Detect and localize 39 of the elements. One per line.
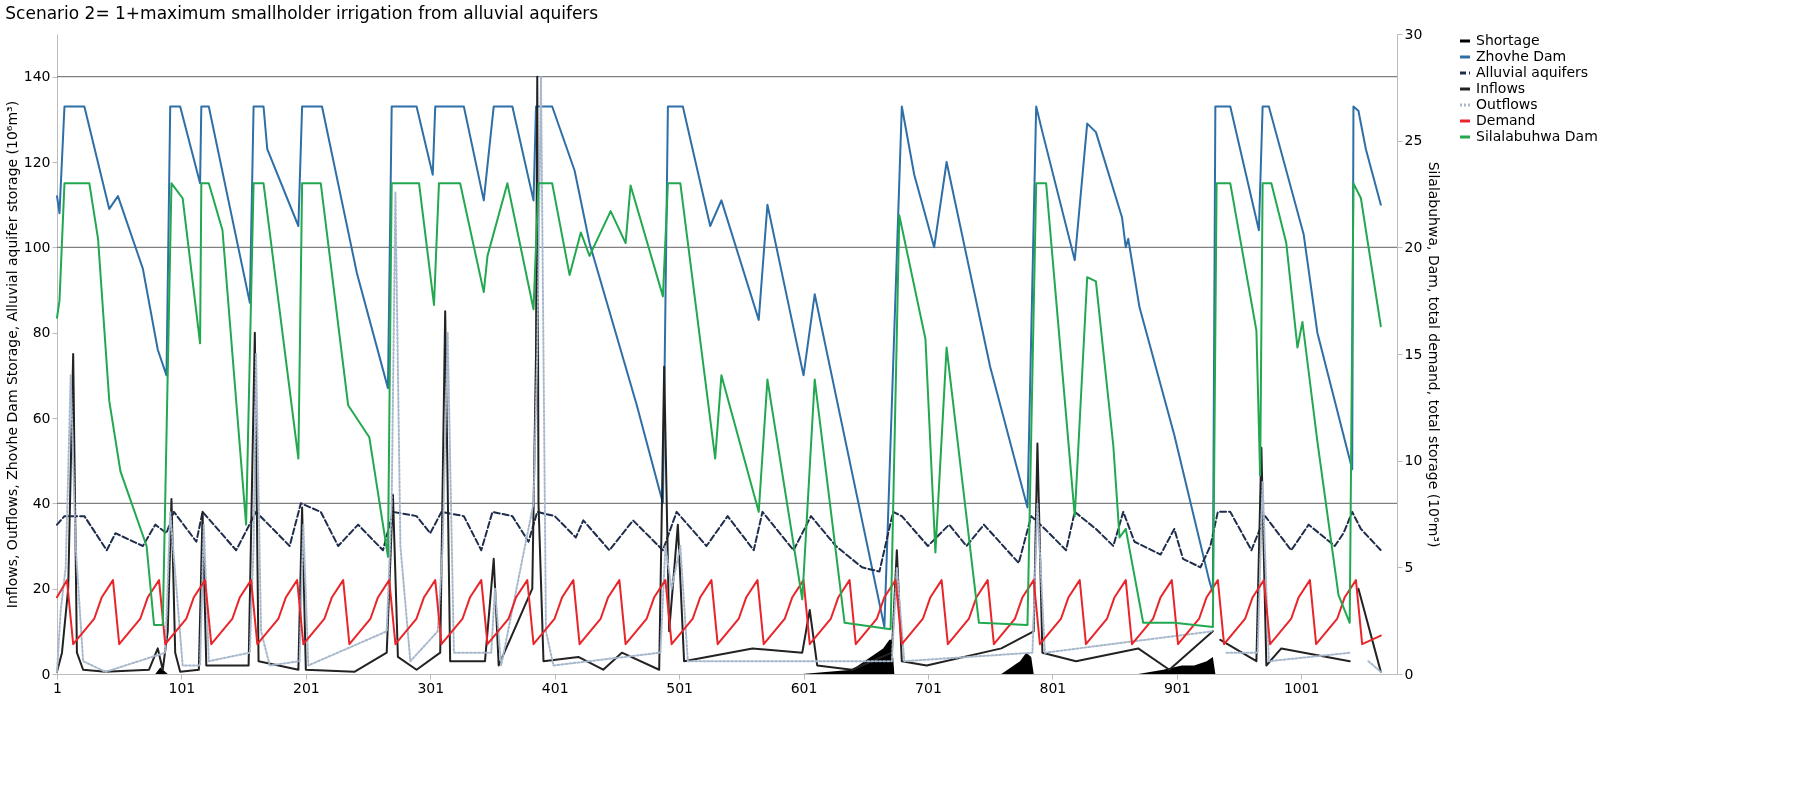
y2-tick-label: 0 (1404, 665, 1414, 682)
y-tick-label: 100 (23, 238, 51, 255)
y2-tick-label: 10 (1404, 452, 1423, 469)
legend-label: Alluvial aquifers (1476, 64, 1589, 80)
y-axis-title: Inflows, Outflows, Zhovhe Dam Storage, Alluvial aquifer storage (10⁶m³) (3, 100, 20, 609)
legend-label: Silalabuhwa Dam (1476, 128, 1598, 144)
y-tick-label: 0 (41, 665, 51, 682)
y-tick-label: 60 (32, 409, 51, 426)
x-tick-label: 801 (1039, 679, 1067, 696)
legend-label: Shortage (1476, 32, 1540, 48)
x-tick-label: 401 (541, 679, 569, 696)
y2-tick-label: 5 (1404, 558, 1414, 575)
y2-tick-label: 20 (1404, 238, 1423, 255)
x-tick-label: 501 (666, 679, 693, 696)
y2-tick-label: 15 (1404, 345, 1423, 362)
legend-label: Outflows (1476, 96, 1538, 112)
legend-label: Zhovhe Dam (1476, 48, 1567, 64)
x-tick-label: 1001 (1283, 679, 1320, 696)
x-tick-label: 101 (168, 679, 196, 696)
y2-axis-title: Silalabuhwa, Dam, total demand, total storage (10⁶m³) (1426, 161, 1443, 548)
line-series (56, 182, 1382, 631)
legend-label: Demand (1476, 112, 1536, 128)
line-series (56, 502, 1382, 573)
chart-title: Scenario 2= 1+maximum smallholder irrigation from alluvial aquifers (5, 3, 599, 23)
y-tick-label: 140 (23, 68, 51, 85)
x-tick-label: 901 (1163, 679, 1191, 696)
y-tick-label: 20 (32, 580, 51, 597)
y-tick-label: 120 (23, 153, 51, 170)
legend-label: Inflows (1476, 80, 1526, 96)
x-tick-label: 201 (292, 679, 320, 696)
x-tick-label: 301 (417, 679, 445, 696)
y-tick-label: 40 (32, 494, 51, 511)
y2-tick-label: 30 (1404, 25, 1423, 42)
x-tick-label: 1 (53, 679, 62, 696)
line-series (56, 579, 1382, 646)
x-tick-label: 701 (915, 679, 942, 696)
y-tick-label: 80 (32, 324, 51, 341)
y2-tick-label: 25 (1404, 132, 1423, 149)
x-tick-label: 601 (790, 679, 818, 696)
